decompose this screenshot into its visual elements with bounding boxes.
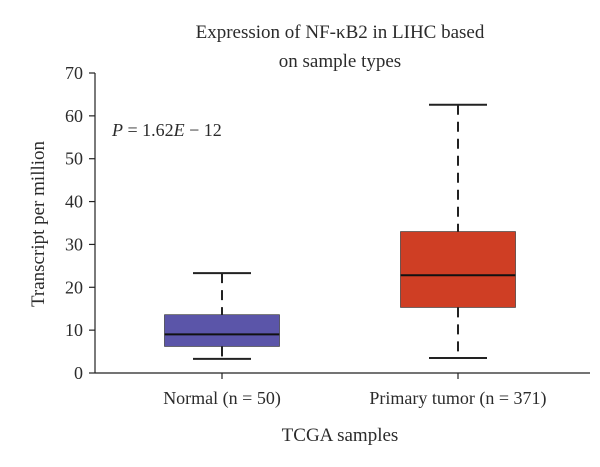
plot-area: 0 10 20 30 40 50 60 70 Normal (n = 50) Primary tu…	[65, 63, 590, 409]
y-tick-label-5: 50	[65, 149, 83, 169]
p-value-text: = 1.62	[123, 120, 174, 140]
y-axis-label: Transcript per million	[28, 140, 49, 307]
x-axis-label: TCGA samples	[282, 425, 399, 446]
box-0-iqr-rect	[164, 314, 280, 347]
x-category-label-1: Primary tumor (n = 371)	[369, 388, 546, 409]
y-tick-label-2: 20	[65, 277, 83, 297]
box-1-iqr-rect	[400, 231, 516, 308]
y-tick-label-7: 70	[65, 63, 83, 83]
chart-title-line2: on sample types	[279, 51, 401, 72]
p-value-annotation: P = 1.62E − 12	[111, 120, 222, 140]
y-tick-label-4: 40	[65, 192, 83, 212]
y-tick-label-3: 30	[65, 234, 83, 254]
y-tick-label-1: 10	[65, 320, 83, 340]
exponent-text: − 12	[185, 120, 222, 140]
p-symbol: P	[111, 120, 123, 140]
chart-title-line1: Expression of NF-κB2 in LIHC based	[196, 22, 485, 43]
x-category-label-0: Normal (n = 50)	[163, 388, 281, 409]
y-tick-label-6: 60	[65, 106, 83, 126]
e-symbol: E	[173, 120, 185, 140]
y-tick-label-0: 0	[74, 363, 83, 383]
